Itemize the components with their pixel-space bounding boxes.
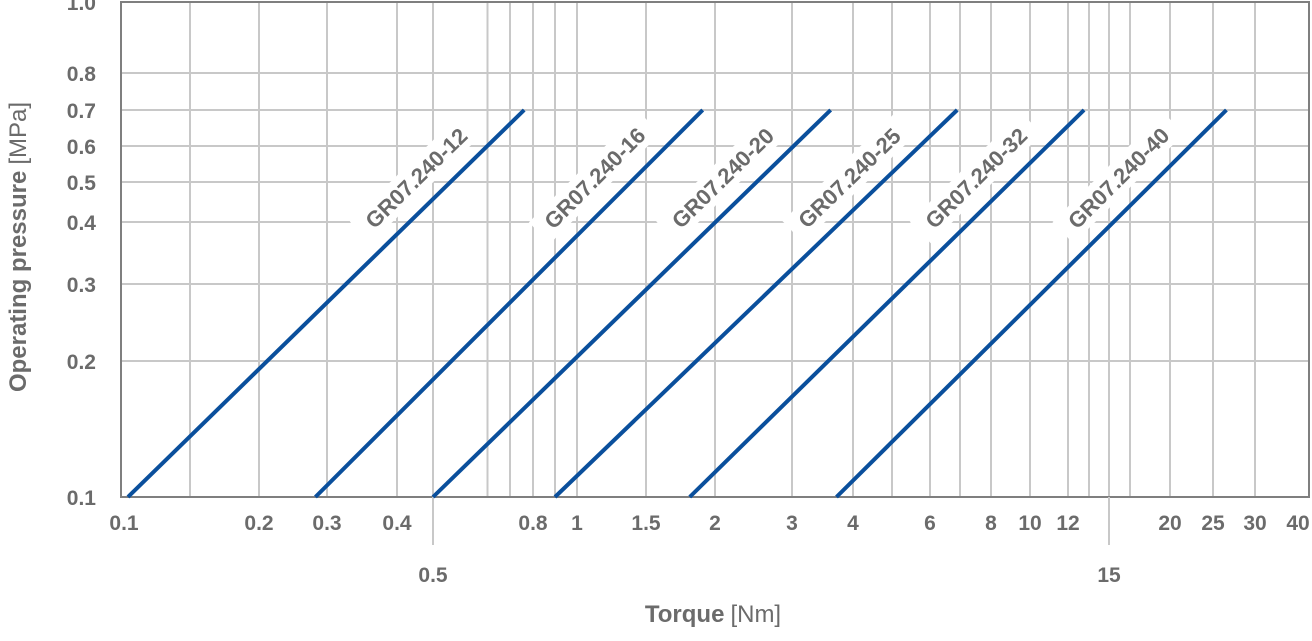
x-tick-label: 12: [1056, 512, 1079, 535]
x-tick-label: 0.2: [244, 512, 273, 535]
x-tick-label: 0.8: [518, 512, 548, 535]
x-tick-label: 8: [985, 512, 997, 535]
x-tick-label: 0.5: [418, 564, 448, 587]
series-line: [314, 108, 705, 499]
y-tick-label: 0.8: [67, 63, 97, 86]
series-line: [553, 108, 959, 499]
x-tick-label: 6: [924, 512, 936, 535]
y-tick-label: 0.3: [67, 274, 96, 297]
x-tick-label: 30: [1243, 512, 1266, 535]
series-label-background: [909, 112, 1043, 244]
series-label-background: [528, 112, 661, 244]
x-tick-label: 1: [571, 512, 583, 535]
x-tick-label: 4: [847, 512, 859, 535]
series-label: GR07.240-12: [349, 112, 483, 244]
y-tick-label: 0.7: [67, 100, 96, 123]
series-label-background: [349, 112, 483, 244]
y-tick-label: 0.6: [67, 136, 96, 159]
x-tick-label: 20: [1158, 512, 1181, 535]
y-tick-label: 1.0: [67, 0, 96, 15]
series-line: [688, 108, 1086, 499]
x-tick-label: 15: [1097, 564, 1121, 587]
y-tick-label: 0.4: [67, 212, 97, 235]
x-tick-label: 0.1: [109, 512, 139, 535]
series-line: [835, 108, 1228, 499]
x-tick-labels: 0.1 0.2 0.3 0.4 0.8 1 1.5 2 3 4 6 8 10 12 20 25 30 40 0.5 1…: [109, 497, 1310, 587]
series-lines: [126, 108, 1228, 499]
series-label: GR07.240-25: [782, 112, 916, 243]
x-tick-label: 40: [1286, 512, 1309, 535]
y-tick-labels: 0.1 0.2 0.3 0.4 0.5 0.6 0.7 0.8 1.0: [67, 0, 97, 510]
x-axis-title: Torque [Nm]: [645, 601, 781, 628]
y-tick-label: 0.1: [67, 487, 97, 510]
y-axis-title: Operating pressure[MPa]: [5, 102, 32, 392]
series-label: GR07.240-20: [656, 112, 789, 243]
y-tick-label: 0.5: [67, 172, 97, 195]
x-tick-label: 0.4: [382, 512, 412, 535]
x-tick-label: 2: [709, 512, 721, 535]
series-label-background: [1052, 112, 1185, 244]
gridlines: [121, 1, 1309, 498]
series-label: GR07.240-40: [1052, 112, 1185, 244]
x-tick-label: 25: [1201, 512, 1225, 535]
series-line: [431, 108, 833, 499]
x-tick-label: 0.3: [312, 512, 341, 535]
series-label-background: [656, 112, 789, 243]
x-tick-label: 10: [1018, 512, 1041, 535]
x-tick-label: 1.5: [631, 512, 661, 535]
series-label: GR07.240-16: [528, 112, 661, 244]
series-line: [126, 108, 526, 499]
x-tick-label: 3: [786, 512, 798, 535]
plot-border: [120, 1, 1310, 498]
y-tick-label: 0.2: [67, 351, 96, 374]
series-label-background: [782, 112, 916, 243]
